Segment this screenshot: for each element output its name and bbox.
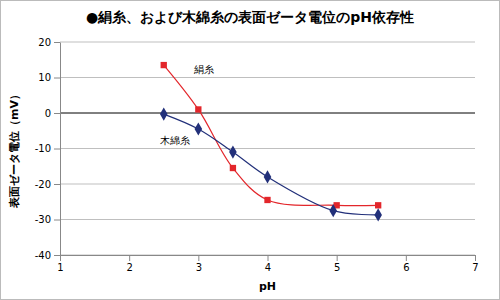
background (1, 1, 500, 300)
x-axis: 1 2 3 4 5 6 7 (57, 255, 478, 273)
y-axis: -40 -30 -20 -10 0 10 20 (35, 37, 61, 261)
tick-label: -30 (35, 214, 51, 225)
tick: -30 (35, 214, 60, 225)
tick: 7 (472, 255, 478, 273)
tick: 3 (196, 255, 202, 273)
y-axis-title: 表面ゼータ電位（mV） (8, 89, 21, 209)
tick-label: 20 (38, 37, 51, 48)
tick-label: 6 (403, 262, 409, 273)
grid-line (60, 113, 475, 114)
marker (160, 107, 168, 120)
tick-mark (475, 255, 476, 261)
tick-mark (54, 220, 60, 221)
tick-mark (54, 149, 60, 150)
tick-mark (406, 255, 407, 261)
marker (264, 197, 270, 203)
series-label: 絹糸 (193, 64, 214, 75)
grid-line (60, 219, 475, 220)
tick: 6 (403, 255, 409, 273)
tick-mark (54, 255, 60, 256)
tick-label: -20 (35, 179, 51, 190)
tick-label: 4 (265, 262, 271, 273)
tick-label: -40 (35, 250, 51, 261)
series-group (160, 62, 382, 222)
plot: -40 -30 -20 -10 0 10 20 1 2 3 4 5 6 7 絹糸木綿糸 (35, 37, 479, 273)
tick: 20 (38, 37, 60, 48)
tick-label: 10 (38, 72, 51, 83)
tick-mark (54, 78, 60, 79)
tick-label: 0 (45, 108, 51, 119)
tick-label: 3 (196, 262, 202, 273)
tick: -20 (35, 179, 60, 190)
grid-line (60, 148, 475, 149)
tick: 2 (126, 255, 132, 273)
marker (195, 106, 201, 112)
tick-label: 5 (334, 262, 340, 273)
marker (229, 145, 237, 158)
marker (264, 170, 272, 183)
axis-line (60, 43, 61, 256)
tick: 10 (38, 72, 60, 83)
marker (329, 204, 337, 217)
grid-line (60, 77, 475, 78)
series-line (164, 65, 378, 205)
tick: 1 (57, 255, 63, 273)
tick-mark (54, 113, 60, 114)
tick-mark (54, 184, 60, 185)
x-axis-title: pH (259, 280, 276, 293)
tick-mark (268, 255, 269, 261)
tick-mark (60, 255, 61, 261)
marker (161, 62, 167, 68)
tick: -10 (35, 143, 60, 154)
tick: 4 (265, 255, 271, 273)
tick-label: -10 (35, 143, 51, 154)
tick-label: 7 (472, 262, 478, 273)
tick-mark (198, 255, 199, 261)
series-label: 木綿糸 (160, 135, 190, 146)
tick-mark (337, 255, 338, 261)
tick-mark (129, 255, 130, 261)
tick: 5 (334, 255, 340, 273)
marker (230, 165, 236, 171)
tick-label: 1 (57, 262, 63, 273)
grid-line (60, 42, 475, 43)
chart: ●絹糸、および木綿糸の表面ゼータ電位のpH依存性 -40 -30 -20 -10 0 10 2… (0, 0, 500, 300)
tick-mark (54, 42, 60, 43)
tick: 0 (45, 108, 60, 119)
tick: -40 (35, 250, 60, 261)
marker (375, 202, 381, 208)
series-line (164, 114, 378, 215)
title: ●絹糸、および木綿糸の表面ゼータ電位のpH依存性 (86, 9, 414, 25)
grid-line (60, 184, 475, 185)
marker (374, 208, 382, 221)
tick-label: 2 (126, 262, 132, 273)
marker (195, 122, 203, 135)
grid (60, 42, 475, 255)
